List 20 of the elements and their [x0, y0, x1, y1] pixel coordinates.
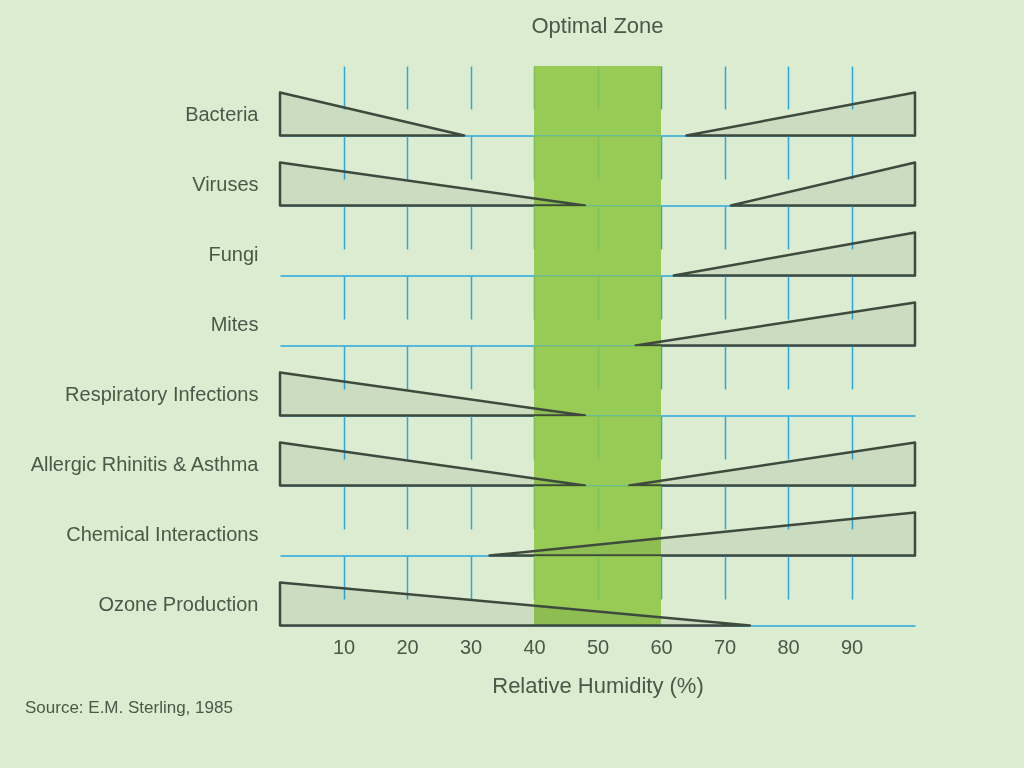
- x-tick-label: 90: [840, 636, 864, 658]
- y-axis-title: Ozone Production: [98, 592, 259, 615]
- y-axis-title: Respiratory Infections: [65, 382, 259, 405]
- x-tick-label: 40: [523, 636, 546, 658]
- y-axis-title: Chemical Interactions: [66, 522, 259, 545]
- x-tick-label: 70: [713, 636, 737, 658]
- y-axis-title: Bacteria: [185, 102, 260, 125]
- y-axis-title: Viruses: [192, 172, 259, 195]
- x-tick-label: 20: [396, 636, 419, 658]
- x-tick-label: 50: [586, 636, 610, 658]
- y-axis-title: Allergic Rhinitis & Asthma: [30, 452, 260, 475]
- y-axis-title: Mites: [210, 312, 259, 335]
- x-tick-label: 30: [459, 636, 483, 658]
- x-tick-label: 60: [650, 636, 673, 658]
- x-axis-title: Relative Humidity (%): [492, 673, 704, 698]
- band-label: Optimal Zone: [531, 13, 664, 38]
- x-tick-label: 10: [332, 636, 356, 658]
- x-tick-label: 80: [777, 636, 800, 658]
- y-axis-title: Fungi: [208, 242, 259, 265]
- source-note: Source: E.M. Sterling, 1985: [25, 697, 233, 717]
